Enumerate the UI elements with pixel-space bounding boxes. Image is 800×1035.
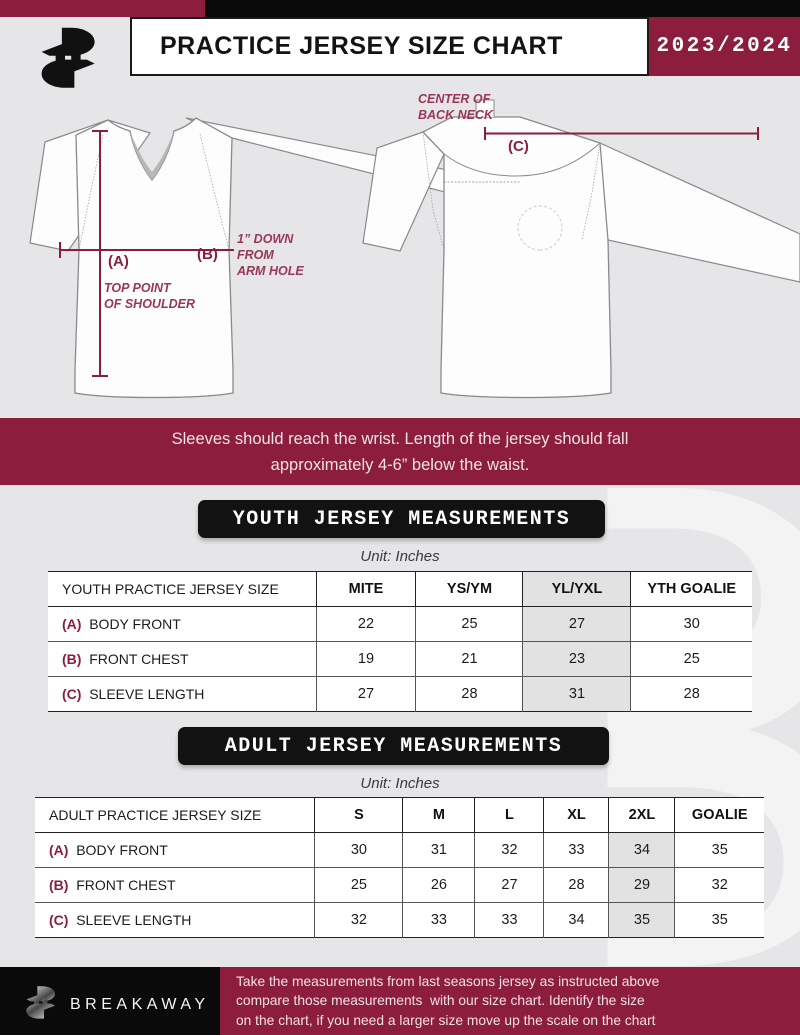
svg-text:ARM HOLE: ARM HOLE bbox=[236, 264, 304, 278]
svg-text:CENTER OF: CENTER OF bbox=[418, 92, 491, 106]
svg-text:BACK NECK: BACK NECK bbox=[418, 108, 494, 122]
svg-text:TOP POINT: TOP POINT bbox=[104, 281, 172, 295]
svg-text:1” DOWN: 1” DOWN bbox=[237, 232, 294, 246]
svg-text:OF SHOULDER: OF SHOULDER bbox=[104, 297, 195, 311]
svg-text:(A): (A) bbox=[108, 253, 129, 270]
svg-text:FROM: FROM bbox=[237, 248, 274, 262]
svg-text:(C): (C) bbox=[508, 138, 529, 155]
svg-text:(B): (B) bbox=[197, 246, 218, 263]
